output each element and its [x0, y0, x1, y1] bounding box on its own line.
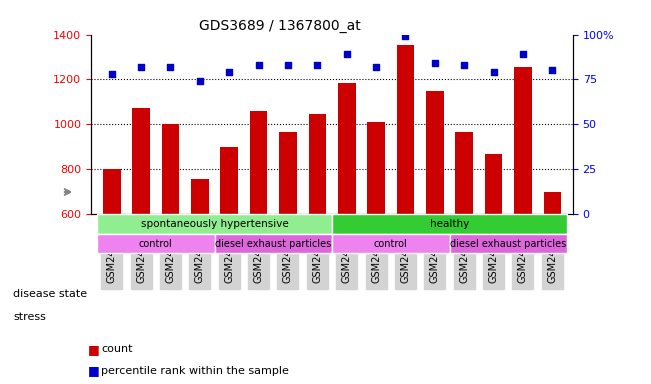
Bar — [332, 234, 449, 253]
Point — [430, 60, 440, 66]
Point — [224, 69, 234, 75]
Text: GDS3689 / 1367800_at: GDS3689 / 1367800_at — [199, 19, 361, 33]
Bar — [221, 147, 238, 214]
Bar — [97, 214, 332, 234]
Bar — [161, 124, 179, 214]
Text: control: control — [374, 238, 408, 248]
Point — [136, 64, 146, 70]
Bar — [396, 45, 414, 214]
Point — [400, 33, 411, 40]
Bar — [191, 179, 208, 214]
Point — [283, 62, 293, 68]
Text: stress: stress — [13, 312, 46, 322]
Bar — [426, 91, 443, 214]
Text: percentile rank within the sample: percentile rank within the sample — [101, 366, 289, 376]
Text: disease state: disease state — [13, 289, 87, 299]
Bar — [514, 67, 532, 214]
Bar — [250, 111, 268, 214]
Point — [518, 51, 528, 57]
Point — [165, 64, 176, 70]
Bar — [367, 122, 385, 214]
Bar — [215, 234, 332, 253]
Bar — [456, 132, 473, 214]
Point — [312, 62, 322, 68]
Bar — [132, 108, 150, 214]
Point — [547, 68, 557, 74]
Text: ■: ■ — [88, 364, 100, 377]
Text: control: control — [139, 238, 173, 248]
Bar — [103, 169, 120, 214]
Point — [342, 51, 352, 57]
Point — [253, 62, 264, 68]
Text: spontaneously hypertensive: spontaneously hypertensive — [141, 219, 288, 229]
Text: ■: ■ — [88, 343, 100, 356]
Text: diesel exhaust particles: diesel exhaust particles — [215, 238, 331, 248]
Bar — [544, 192, 561, 214]
Bar — [279, 132, 297, 214]
Point — [488, 69, 499, 75]
Point — [459, 62, 469, 68]
Point — [195, 78, 205, 84]
Point — [371, 64, 381, 70]
Bar — [338, 83, 355, 214]
Text: diesel exhaust particles: diesel exhaust particles — [450, 238, 566, 248]
Bar — [332, 214, 567, 234]
Bar — [485, 154, 503, 214]
Text: count: count — [101, 344, 132, 354]
Bar — [97, 234, 215, 253]
Point — [107, 71, 117, 77]
Bar — [309, 114, 326, 214]
Bar — [449, 234, 567, 253]
Text: healthy: healthy — [430, 219, 469, 229]
